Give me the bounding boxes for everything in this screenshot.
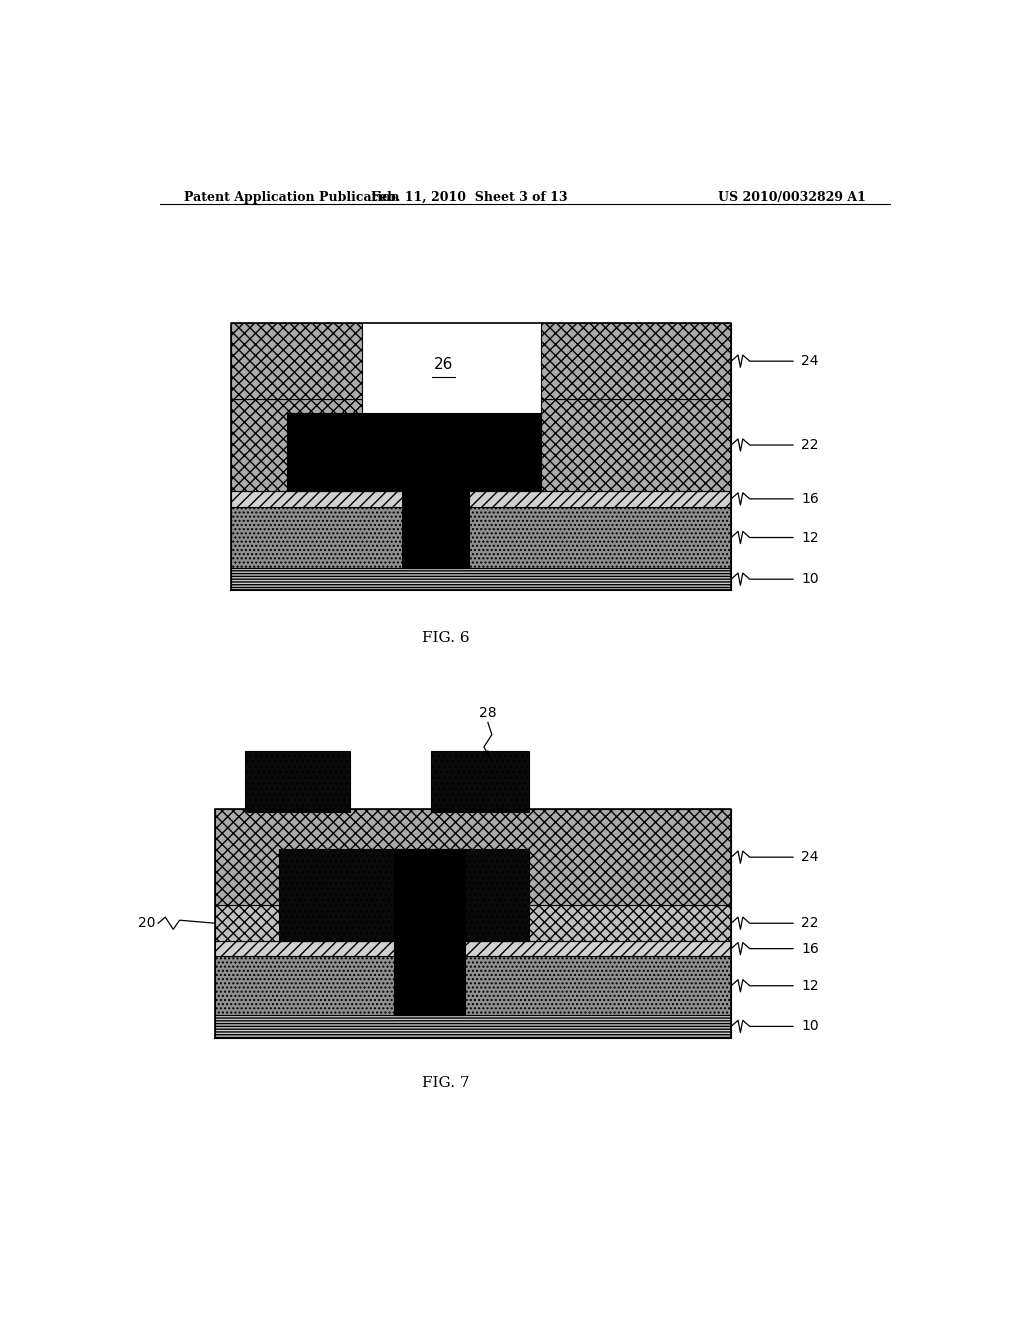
Bar (541, 323, 731, 399)
Bar (287, 413, 541, 491)
Text: 26: 26 (434, 358, 454, 372)
Text: FIG. 6: FIG. 6 (422, 631, 469, 645)
Bar (231, 507, 731, 568)
Text: 12: 12 (801, 531, 818, 545)
Bar (231, 491, 731, 507)
Bar (231, 323, 362, 399)
Text: US 2010/0032829 A1: US 2010/0032829 A1 (718, 191, 866, 203)
Text: 22: 22 (801, 438, 818, 451)
Text: 16: 16 (801, 941, 819, 956)
Text: 24: 24 (801, 850, 818, 865)
Bar (394, 941, 465, 956)
Text: 16: 16 (801, 492, 819, 506)
Bar (401, 491, 469, 507)
Text: 10: 10 (801, 572, 818, 586)
Text: 24: 24 (801, 354, 818, 368)
Bar (401, 507, 469, 568)
Bar (394, 956, 465, 1015)
Bar (215, 956, 731, 1015)
Text: Feb. 11, 2010  Sheet 3 of 13: Feb. 11, 2010 Sheet 3 of 13 (371, 191, 567, 203)
Bar (279, 850, 528, 941)
Text: 10: 10 (801, 1019, 818, 1034)
Text: 22: 22 (801, 916, 818, 931)
Text: 20: 20 (138, 916, 156, 931)
Bar (231, 399, 362, 491)
Bar (541, 399, 731, 491)
Bar (246, 751, 350, 812)
Text: 28: 28 (479, 706, 497, 721)
Bar (215, 809, 731, 906)
Bar (431, 751, 528, 812)
Bar (215, 941, 731, 956)
Text: FIG. 7: FIG. 7 (422, 1076, 469, 1090)
Bar (231, 568, 731, 590)
Text: 12: 12 (801, 978, 818, 993)
Text: Patent Application Publication: Patent Application Publication (183, 191, 399, 203)
Bar (215, 1015, 731, 1038)
Bar (215, 906, 731, 941)
Bar (394, 850, 465, 941)
